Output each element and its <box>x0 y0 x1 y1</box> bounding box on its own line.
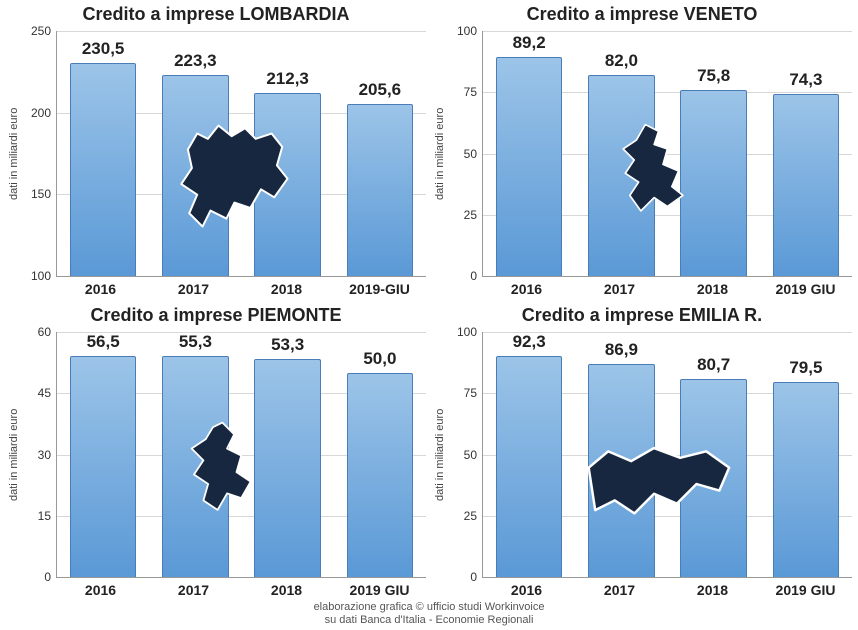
bar-value-label: 205,6 <box>359 80 402 100</box>
bar-value-label: 55,3 <box>179 332 212 352</box>
plot-wrap: dati in miliardi euro 100150200250230,52… <box>6 31 426 277</box>
y-axis-label: dati in miliardi euro <box>6 31 22 277</box>
bar <box>773 382 839 577</box>
bar-column: 79,5 <box>760 332 852 577</box>
bar-value-label: 50,0 <box>363 349 396 369</box>
bar-value-label: 82,0 <box>605 51 638 71</box>
bar-column: 92,3 <box>483 332 575 577</box>
y-tick-label: 200 <box>31 106 57 120</box>
x-tick-label: 2018 <box>666 281 759 297</box>
y-tick-label: 15 <box>38 509 57 523</box>
bar-value-label: 86,9 <box>605 340 638 360</box>
bar-column: 89,2 <box>483 31 575 276</box>
x-tick-label: 2017 <box>573 281 666 297</box>
chart-panel-lombardia: Credito a imprese LOMBARDIA dati in mili… <box>6 4 426 297</box>
y-tick-label: 50 <box>464 147 483 161</box>
bar-column: 205,6 <box>334 31 426 276</box>
chart-title: Credito a imprese VENETO <box>432 4 852 25</box>
plot-area: 100150200250230,5223,3212,3205,6 <box>56 31 426 277</box>
y-tick-label: 60 <box>38 325 57 339</box>
y-tick-label: 100 <box>457 325 483 339</box>
bar-value-label: 53,3 <box>271 335 304 355</box>
chart-title: Credito a imprese EMILIA R. <box>432 305 852 326</box>
y-axis-label: dati in miliardi euro <box>432 31 448 277</box>
plot-area: 01530456056,555,353,350,0 <box>56 332 426 578</box>
x-tick-label: 2017 <box>573 582 666 598</box>
y-tick-label: 30 <box>38 448 57 462</box>
bar-value-label: 212,3 <box>266 69 309 89</box>
y-tick-label: 50 <box>464 448 483 462</box>
footer-credits: elaborazione grafica © ufficio studi Wor… <box>0 601 858 629</box>
y-tick-label: 0 <box>44 570 57 584</box>
x-axis-ticks: 2016201720182019 GIU <box>54 582 426 598</box>
x-tick-label: 2019 GIU <box>759 281 852 297</box>
bar-column: 230,5 <box>57 31 149 276</box>
y-tick-label: 0 <box>470 269 483 283</box>
chart-title: Credito a imprese PIEMONTE <box>6 305 426 326</box>
x-axis-ticks: 2016201720182019 GIU <box>480 281 852 297</box>
x-tick-label: 2019 GIU <box>333 582 426 598</box>
bar-value-label: 79,5 <box>789 358 822 378</box>
y-tick-label: 25 <box>464 208 483 222</box>
x-tick-label: 2019-GIU <box>333 281 426 297</box>
bar-column: 50,0 <box>334 332 426 577</box>
y-tick-label: 150 <box>31 187 57 201</box>
chart-panel-veneto: Credito a imprese VENETO dati in miliard… <box>432 4 852 297</box>
x-tick-label: 2019 GIU <box>759 582 852 598</box>
x-tick-label: 2017 <box>147 582 240 598</box>
y-axis-label: dati in miliardi euro <box>432 332 448 578</box>
y-tick-label: 45 <box>38 386 57 400</box>
chart-grid: Credito a imprese LOMBARDIA dati in mili… <box>0 0 858 598</box>
chart-title: Credito a imprese LOMBARDIA <box>6 4 426 25</box>
bar-value-label: 223,3 <box>174 51 217 71</box>
x-tick-label: 2018 <box>240 281 333 297</box>
plot-area: 025507510089,282,075,874,3 <box>482 31 852 277</box>
plot-area: 025507510092,386,980,779,5 <box>482 332 852 578</box>
bar-value-label: 75,8 <box>697 66 730 86</box>
bar <box>70 63 136 276</box>
bar-value-label: 230,5 <box>82 39 125 59</box>
region-silhouette-emilia-icon <box>572 435 749 533</box>
x-tick-label: 2016 <box>480 281 573 297</box>
footer-line-1: elaborazione grafica © ufficio studi Wor… <box>0 601 858 615</box>
bar-value-label: 89,2 <box>513 33 546 53</box>
x-axis-ticks: 2016201720182019 GIU <box>480 582 852 598</box>
y-tick-label: 75 <box>464 386 483 400</box>
x-tick-label: 2018 <box>240 582 333 598</box>
x-tick-label: 2016 <box>54 281 147 297</box>
x-tick-label: 2016 <box>54 582 147 598</box>
bar <box>347 373 413 577</box>
region-silhouette-veneto-icon <box>601 100 712 242</box>
footer-line-2: su dati Banca d'Italia - Economie Region… <box>0 614 858 628</box>
bar-value-label: 56,5 <box>87 332 120 352</box>
bar <box>70 356 136 577</box>
y-axis-label: dati in miliardi euro <box>6 332 22 578</box>
y-tick-label: 100 <box>31 269 57 283</box>
y-tick-label: 100 <box>457 24 483 38</box>
bar <box>496 57 562 276</box>
chart-panel-emilia: Credito a imprese EMILIA R. dati in mili… <box>432 305 852 598</box>
x-axis-ticks: 2016201720182019-GIU <box>54 281 426 297</box>
x-tick-label: 2018 <box>666 582 759 598</box>
y-tick-label: 25 <box>464 509 483 523</box>
y-tick-label: 0 <box>470 570 483 584</box>
bar <box>347 104 413 276</box>
x-tick-label: 2016 <box>480 582 573 598</box>
y-tick-label: 75 <box>464 85 483 99</box>
region-silhouette-piemonte-icon <box>168 401 286 548</box>
bar-column: 74,3 <box>760 31 852 276</box>
region-silhouette-lombardia-icon <box>168 105 301 247</box>
bar-column: 56,5 <box>57 332 149 577</box>
bar-value-label: 92,3 <box>513 332 546 352</box>
y-tick-label: 250 <box>31 24 57 38</box>
x-tick-label: 2017 <box>147 281 240 297</box>
chart-panel-piemonte: Credito a imprese PIEMONTE dati in milia… <box>6 305 426 598</box>
bar-value-label: 74,3 <box>789 70 822 90</box>
bar <box>773 94 839 276</box>
bar <box>496 356 562 577</box>
bar-value-label: 80,7 <box>697 355 730 375</box>
